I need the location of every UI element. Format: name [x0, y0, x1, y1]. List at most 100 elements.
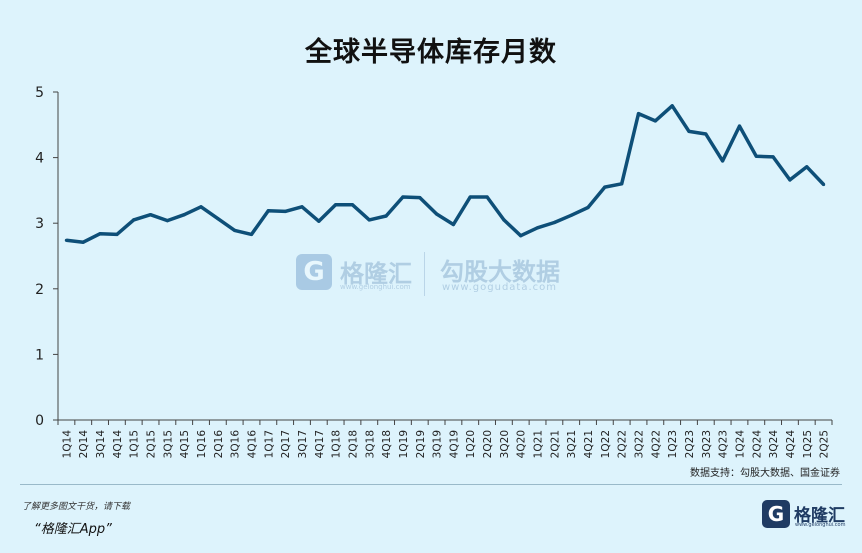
- data-point: [822, 182, 826, 187]
- x-tick-label: 3Q21: [566, 430, 578, 458]
- data-point: [603, 185, 607, 189]
- data-point: [418, 196, 422, 200]
- x-tick-label: 1Q20: [465, 430, 477, 458]
- x-tick-label: 2Q24: [751, 430, 763, 459]
- data-point: [199, 205, 203, 209]
- source-note: 数据支持：勾股大数据、国金证券: [690, 468, 840, 479]
- data-point: [653, 119, 657, 123]
- x-tick-label: 2Q15: [146, 430, 158, 458]
- data-point: [367, 218, 371, 222]
- data-point: [754, 154, 758, 158]
- x-tick-label: 2Q14: [78, 430, 90, 459]
- data-points: [64, 104, 826, 244]
- data-point: [569, 213, 573, 217]
- data-point: [771, 155, 775, 159]
- data-point: [670, 104, 674, 108]
- x-tick-label: 1Q18: [331, 430, 343, 458]
- data-point: [115, 232, 119, 236]
- data-point: [334, 203, 338, 207]
- data-point: [805, 165, 809, 169]
- x-tick-label: 3Q17: [297, 430, 309, 458]
- x-tick-label: 2Q22: [617, 430, 629, 458]
- data-point: [519, 234, 523, 238]
- x-tick-label: 4Q24: [785, 430, 797, 459]
- data-point: [266, 209, 270, 213]
- x-tick-label: 4Q14: [112, 430, 124, 459]
- x-tick-label: 4Q22: [650, 430, 662, 458]
- series-line: [66, 104, 825, 244]
- x-tick-label: 1Q22: [600, 430, 612, 458]
- x-tick-label: 2Q18: [347, 430, 359, 458]
- footer-divider: [20, 484, 842, 485]
- x-tick-label: 2Q19: [415, 430, 427, 458]
- x-tick-label: 3Q19: [432, 430, 444, 458]
- x-tick-label: 4Q17: [314, 430, 326, 458]
- x-tick-label: 2Q20: [482, 430, 494, 458]
- data-point: [620, 182, 624, 186]
- x-tick-label: 3Q16: [230, 430, 242, 459]
- data-point: [216, 217, 220, 221]
- data-point: [81, 240, 85, 244]
- data-point: [636, 112, 641, 116]
- data-point: [182, 213, 186, 217]
- chart-axes: [57, 92, 832, 421]
- data-point: [586, 205, 590, 210]
- data-point: [283, 209, 287, 213]
- x-tick-label: 4Q23: [718, 430, 730, 458]
- logo-name: 格隆汇: [794, 506, 845, 526]
- x-tick-label: 3Q20: [499, 430, 511, 458]
- data-point: [165, 219, 169, 223]
- data-point: [401, 195, 405, 199]
- data-point: [788, 178, 792, 182]
- data-point: [317, 219, 321, 223]
- data-point: [384, 214, 388, 218]
- y-tick-label: 0: [35, 413, 44, 429]
- footer-app-name: “格隆汇App”: [34, 522, 112, 537]
- y-axis-ticks: 0 1 2 3 4 5: [35, 85, 58, 429]
- data-point: [249, 232, 254, 236]
- y-tick-label: 3: [35, 216, 44, 232]
- x-tick-label: 1Q24: [734, 430, 746, 459]
- data-point: [435, 212, 439, 216]
- x-tick-label: 1Q14: [61, 430, 73, 459]
- y-tick-label: 2: [35, 282, 44, 298]
- x-tick-label: 4Q16: [247, 430, 259, 459]
- x-tick-label: 4Q15: [179, 430, 191, 458]
- x-tick-label: 1Q21: [533, 430, 545, 458]
- x-tick-label: 3Q24: [768, 430, 780, 459]
- logo-g-icon: G: [762, 500, 790, 528]
- data-point: [451, 222, 455, 227]
- x-tick-label: 2Q23: [684, 430, 696, 458]
- x-axis-ticks: 1Q14 2Q14 3Q14 4Q14 1Q15 2Q15 3Q15 4Q15 1Q16 2Q16…: [57, 420, 833, 459]
- data-point: [350, 203, 355, 207]
- x-tick-label: 1Q19: [398, 430, 410, 458]
- x-tick-label: 4Q18: [381, 430, 393, 458]
- x-tick-label: 3Q22: [634, 430, 646, 458]
- logo-url: www.gelonghui.com: [795, 522, 846, 528]
- data-point: [552, 220, 557, 225]
- data-point: [233, 228, 237, 232]
- x-tick-label: 2Q16: [213, 430, 225, 459]
- y-tick-label: 1: [35, 347, 44, 363]
- data-point: [737, 124, 742, 128]
- x-tick-label: 1Q17: [263, 430, 275, 458]
- data-point: [704, 132, 708, 136]
- data-point: [502, 218, 506, 222]
- y-tick-label: 5: [35, 85, 44, 101]
- x-tick-label: 3Q14: [95, 430, 107, 459]
- footer-promo-text: 了解更多图文干货，请下载: [22, 502, 131, 512]
- x-tick-label: 4Q19: [448, 430, 460, 458]
- x-tick-label: 4Q20: [516, 430, 528, 458]
- chart-title: 全球半导体库存月数: [305, 37, 557, 68]
- brand-logo: G 格隆汇 www.gelonghui.com: [762, 500, 846, 534]
- data-point: [64, 238, 68, 242]
- data-point: [300, 205, 304, 209]
- x-tick-label: 3Q18: [364, 430, 376, 458]
- y-tick-label: 4: [35, 151, 44, 167]
- x-tick-label: 2Q21: [549, 430, 561, 458]
- x-tick-label: 3Q23: [701, 430, 713, 458]
- data-point: [148, 213, 153, 217]
- x-tick-label: 4Q21: [583, 430, 595, 458]
- data-point: [687, 129, 691, 133]
